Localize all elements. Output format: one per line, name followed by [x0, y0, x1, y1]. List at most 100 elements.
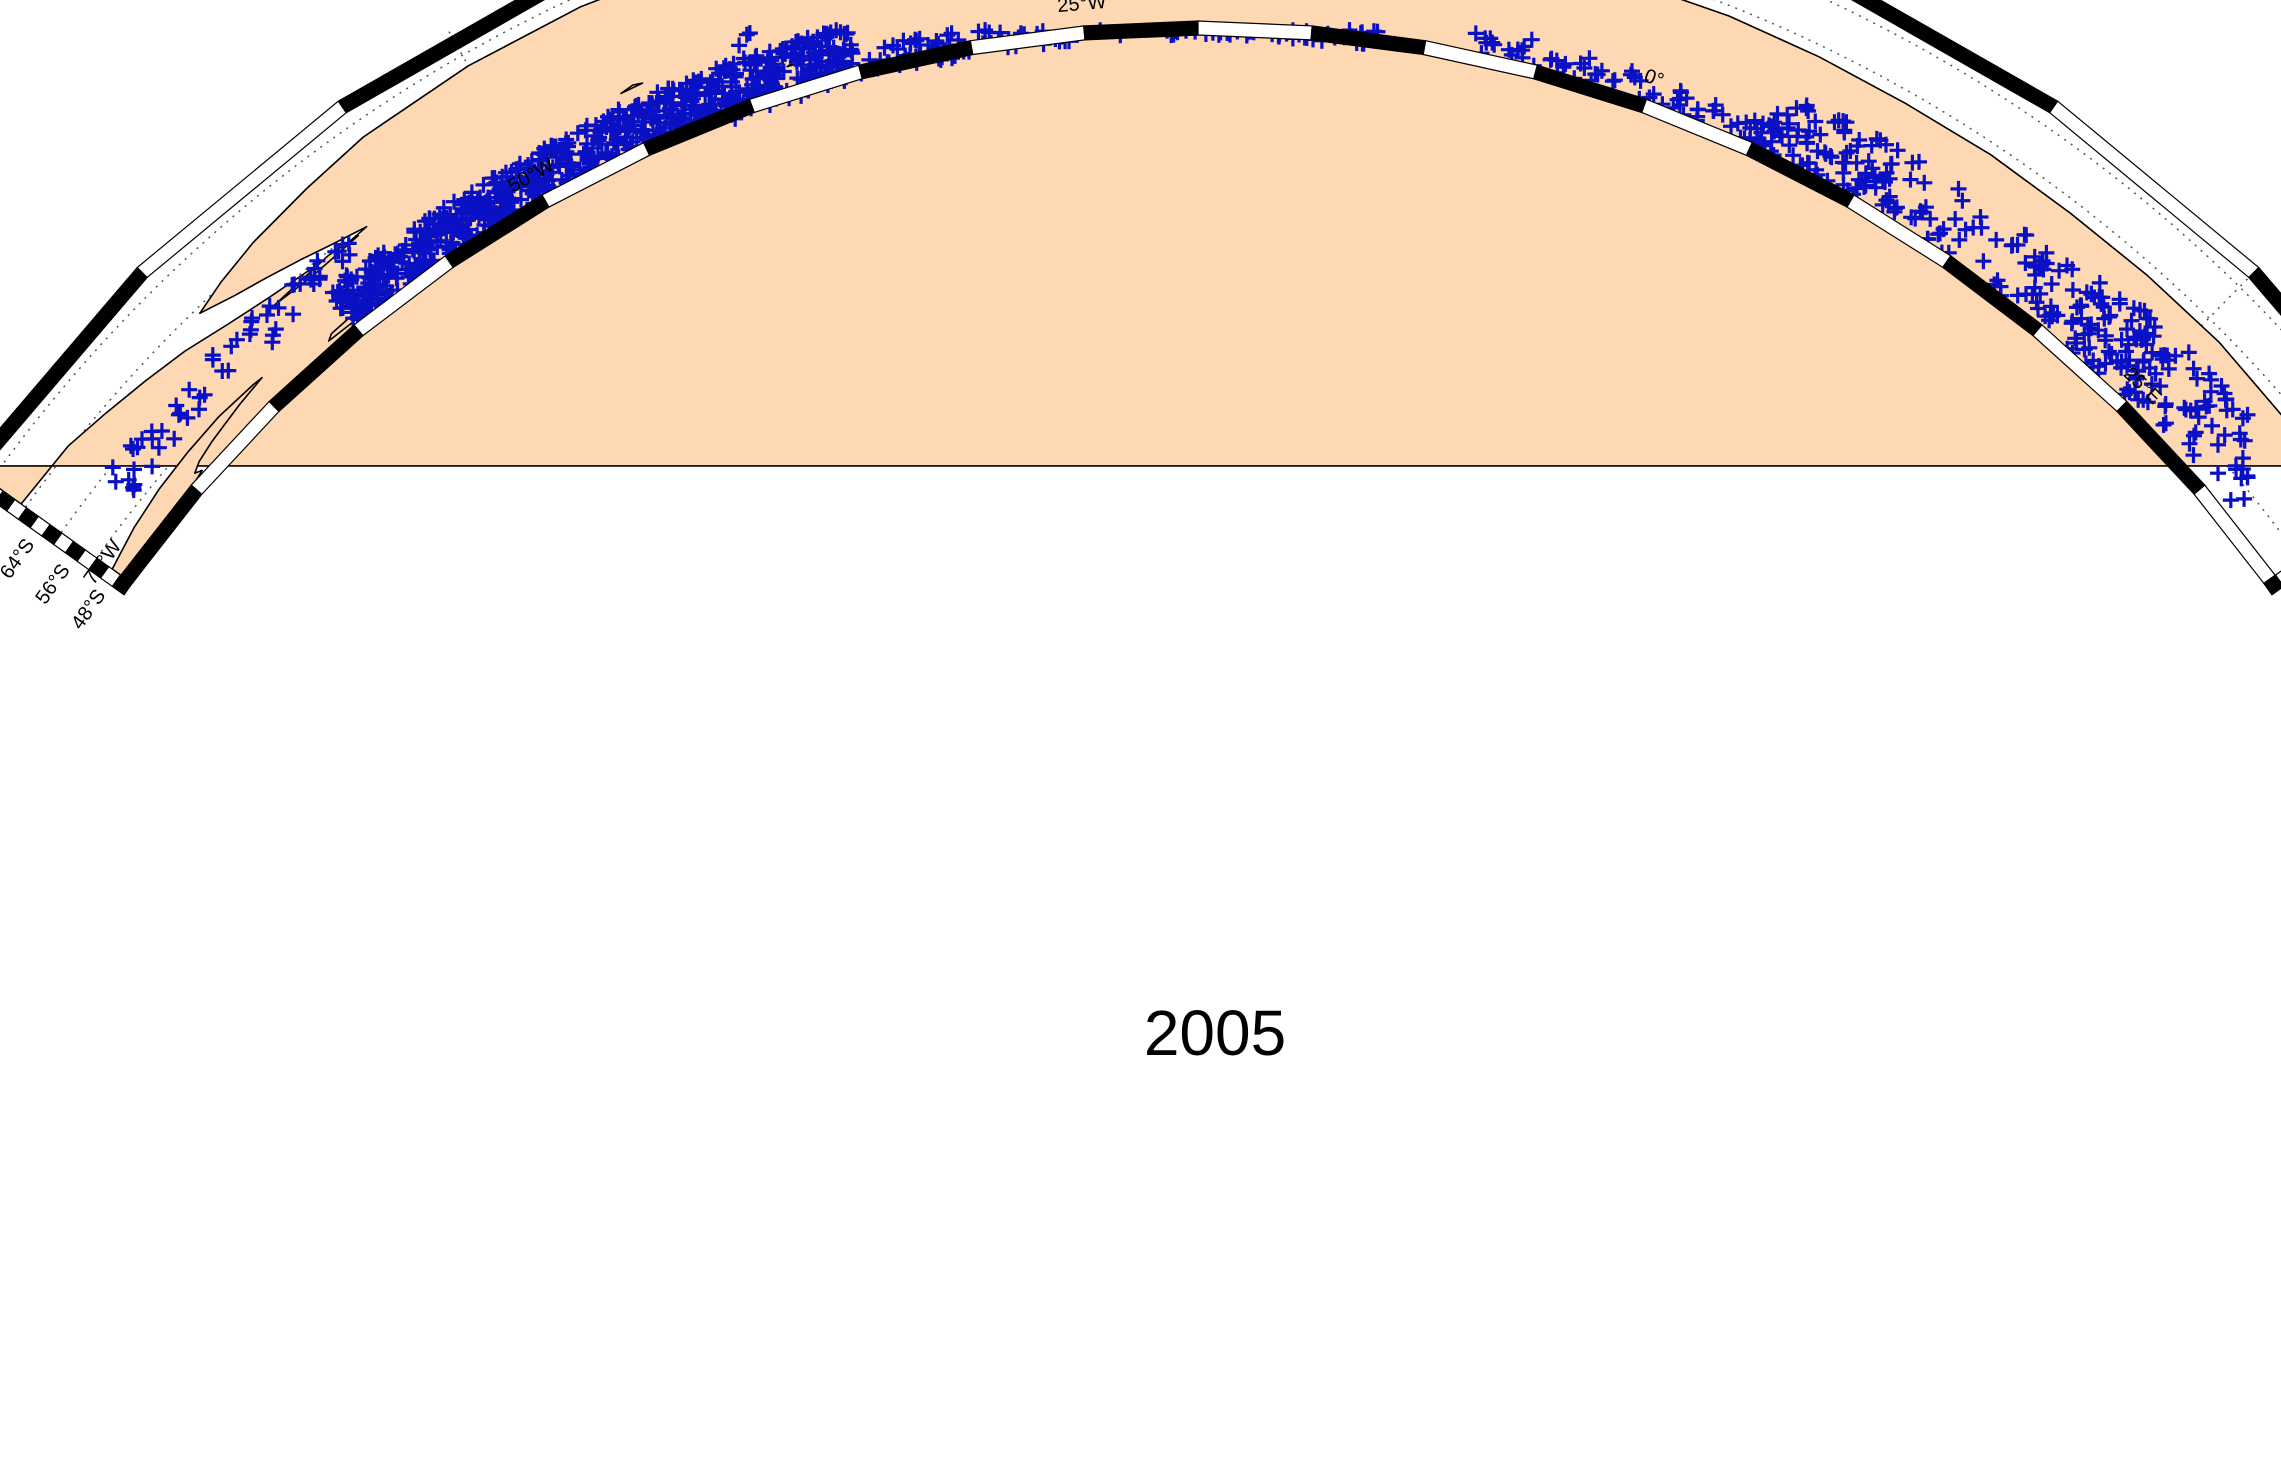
- observation-marker: [243, 313, 260, 330]
- observation-marker: [2111, 295, 2128, 312]
- observation-marker: [410, 256, 427, 273]
- observation-marker: [2063, 315, 2080, 332]
- observation-marker: [1781, 115, 1797, 132]
- observation-marker: [1922, 210, 1939, 227]
- observation-marker: [586, 127, 603, 144]
- observation-marker: [2227, 457, 2244, 474]
- observation-marker: [397, 261, 414, 278]
- observation-marker: [2160, 360, 2177, 377]
- observation-marker: [2216, 427, 2233, 444]
- observation-marker: [2135, 354, 2152, 370]
- observation-marker: [1817, 145, 1834, 162]
- observation-marker: [1604, 73, 1621, 90]
- observation-marker: [2202, 383, 2219, 400]
- observation-marker: [107, 473, 124, 490]
- observation-marker: [1672, 82, 1689, 99]
- observation-marker: [341, 290, 358, 307]
- observation-marker: [1771, 127, 1788, 143]
- observation-marker: [370, 266, 387, 283]
- observation-marker: [264, 327, 281, 344]
- observation-marker: [381, 251, 398, 268]
- observation-marker: [876, 39, 893, 56]
- observation-marker: [360, 275, 377, 292]
- observation-marker: [2031, 257, 2048, 274]
- observation-marker: [658, 91, 675, 108]
- frame-band: [337, 0, 546, 114]
- observation-marker: [499, 190, 516, 206]
- observation-marker: [765, 56, 782, 73]
- observation-marker: [144, 430, 161, 447]
- observation-marker: [1509, 41, 1526, 58]
- observation-marker: [339, 268, 356, 285]
- observation-marker: [581, 155, 598, 172]
- observation-marker: [2100, 343, 2117, 360]
- observation-marker: [2083, 316, 2100, 333]
- observation-marker: [2181, 435, 2198, 452]
- observation-marker: [1622, 66, 1639, 83]
- observation-marker: [2064, 282, 2081, 298]
- observation-marker: [2128, 370, 2144, 387]
- observation-marker: [196, 386, 213, 403]
- observation-marker: [579, 135, 595, 152]
- observation-marker: [480, 189, 497, 206]
- observation-marker: [741, 25, 758, 42]
- observation-marker: [599, 145, 616, 162]
- frame-band: [0, 490, 16, 512]
- observation-marker: [2119, 321, 2135, 338]
- observation-marker: [126, 461, 142, 478]
- observation-marker: [341, 246, 358, 263]
- frame-band: [2248, 266, 2281, 316]
- observation-marker: [699, 79, 716, 96]
- observation-marker: [2067, 330, 2084, 347]
- observation-marker: [783, 48, 800, 64]
- observation-marker: [327, 243, 344, 260]
- observation-marker: [693, 70, 710, 87]
- observation-marker: [1467, 25, 1484, 42]
- observation-marker: [513, 174, 530, 191]
- observation-marker: [715, 60, 732, 77]
- observation-marker: [818, 29, 835, 46]
- observation-marker: [774, 41, 791, 57]
- observation-marker: [181, 381, 198, 398]
- observation-marker: [2155, 416, 2172, 433]
- observation-marker: [2076, 326, 2093, 343]
- observation-marker: [2198, 398, 2215, 415]
- observation-marker: [1904, 154, 1921, 171]
- observation-marker: [1950, 180, 1967, 197]
- observation-marker: [609, 136, 626, 153]
- observation-marker: [397, 237, 414, 253]
- observation-marker: [2185, 360, 2202, 377]
- observation-marker: [717, 57, 734, 74]
- observation-marker: [701, 97, 718, 114]
- observation-marker: [309, 252, 326, 269]
- observation-marker: [153, 423, 170, 439]
- observation-marker: [497, 164, 514, 181]
- observation-marker: [569, 125, 586, 142]
- observation-marker: [821, 38, 838, 55]
- observation-marker: [125, 441, 141, 457]
- observation-marker: [2143, 376, 2160, 393]
- observation-marker: [144, 458, 161, 475]
- observation-marker: [363, 296, 380, 313]
- observation-marker: [1863, 137, 1880, 154]
- observation-marker: [345, 282, 361, 299]
- observation-marker: [1907, 210, 1924, 227]
- observation-marker: [2095, 299, 2112, 316]
- observation-marker: [1932, 225, 1948, 242]
- observation-marker: [400, 268, 417, 285]
- observation-marker: [1972, 209, 1989, 225]
- frame-band: [0, 488, 4, 497]
- observation-marker: [731, 37, 748, 54]
- observation-marker: [292, 275, 309, 292]
- observation-marker: [302, 271, 319, 288]
- observation-marker: [2201, 365, 2218, 382]
- observation-marker: [1671, 97, 1688, 113]
- observation-marker: [2180, 344, 2197, 361]
- observation-marker: [1769, 105, 1786, 122]
- observation-marker: [416, 213, 433, 230]
- observation-marker: [2236, 490, 2253, 507]
- observation-marker: [2120, 336, 2137, 353]
- observation-marker: [1842, 143, 1859, 159]
- observation-marker: [2091, 274, 2108, 291]
- observation-marker: [1886, 200, 1903, 217]
